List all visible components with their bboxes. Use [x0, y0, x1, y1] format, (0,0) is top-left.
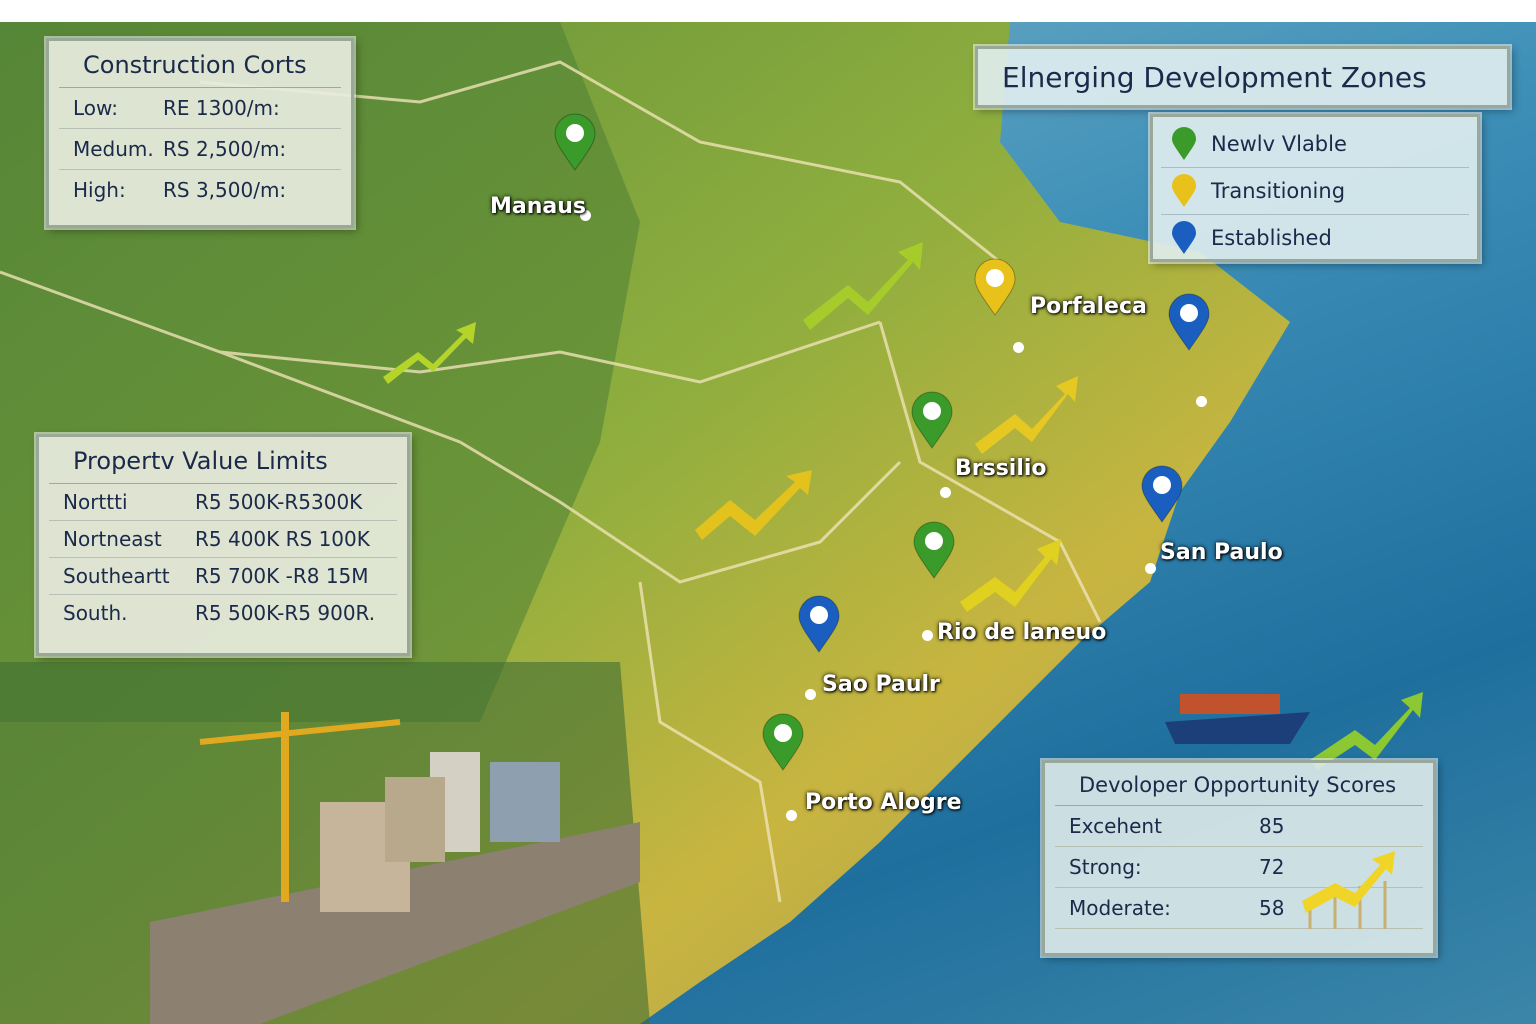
region-label: Southeartt — [63, 564, 170, 588]
map-scene: Construction Corts Low: RE 1300/m: Medum.… — [0, 22, 1536, 1024]
cost-label: Low: — [73, 96, 119, 120]
limit-row: South. R5 500K-R5 900R. — [49, 595, 397, 631]
legend-label: Transitioning — [1211, 179, 1346, 203]
city-dot — [786, 810, 797, 821]
established-pin-icon[interactable] — [1167, 292, 1211, 352]
score-value: 85 — [1259, 814, 1285, 838]
property-limits-panel: Propertv Value Limits Norttti R5 500K-R53… — [36, 434, 410, 656]
score-row: Strong: 72 — [1055, 847, 1423, 888]
panel-title: Devoloper Opportunity Scores — [1055, 763, 1423, 806]
established-pin-icon[interactable] — [1140, 464, 1184, 524]
map-title: Elnerging Development Zones — [1002, 61, 1427, 94]
green-pin-icon — [1172, 127, 1196, 160]
cargo-ship — [1165, 694, 1310, 744]
established-pin-icon[interactable] — [797, 594, 841, 654]
range-value: R5 700K -R8 15M — [195, 564, 369, 588]
cost-row: Medum. RS 2,500/m: — [59, 129, 341, 170]
growth-arrow-icon — [960, 539, 1061, 612]
city-label[interactable]: San Paulo — [1160, 540, 1283, 565]
cost-label: High: — [73, 178, 126, 202]
score-label: Strong: — [1069, 855, 1142, 879]
growth-arrow-icon — [975, 376, 1078, 454]
score-label: Excehent — [1069, 814, 1162, 838]
legend-label: Newlv Vlable — [1211, 132, 1347, 156]
city-label[interactable]: Manaus — [490, 194, 587, 219]
cost-row: High: RS 3,500/m: — [59, 170, 341, 210]
score-value: 58 — [1259, 896, 1285, 920]
cost-label: Medum. — [73, 137, 154, 161]
title-banner: Elnerging Development Zones — [975, 46, 1510, 108]
score-label: Moderate: — [1069, 896, 1171, 920]
state-borders — [0, 60, 1102, 903]
score-value: 72 — [1259, 855, 1285, 879]
city-label[interactable]: Sao Paulr — [822, 672, 940, 697]
cost-value: RS 2,500/m: — [163, 137, 287, 161]
legend-item-transitioning: Transitioning — [1161, 168, 1469, 215]
range-value: R5 500K-R5 900R. — [195, 601, 376, 625]
growth-arrow-icon — [383, 322, 476, 384]
limit-row: Southeartt R5 700K -R8 15M — [49, 558, 397, 595]
city-label[interactable]: Rio de laneuo — [937, 620, 1107, 645]
newly-viable-pin-icon[interactable] — [910, 390, 954, 450]
city-dot — [922, 630, 933, 641]
transitioning-pin-icon[interactable] — [973, 257, 1017, 317]
legend-label: Established — [1211, 226, 1332, 250]
growth-chart-icon — [1302, 851, 1395, 929]
city-label[interactable]: Porfaleca — [1030, 294, 1147, 319]
construction-costs-panel: Construction Corts Low: RE 1300/m: Medum.… — [46, 38, 354, 228]
city-dot — [1196, 396, 1207, 407]
city-label[interactable]: Brssilio — [955, 456, 1047, 481]
opportunity-scores-panel: Devoloper Opportunity Scores Excehent 85 … — [1042, 760, 1436, 956]
growth-arrow-icon — [695, 470, 812, 540]
construction-scene — [150, 712, 640, 1024]
cost-value: RE 1300/m: — [163, 96, 280, 120]
city-dot — [1013, 342, 1024, 353]
newly-viable-pin-icon[interactable] — [912, 520, 956, 580]
map-background — [0, 22, 1310, 1024]
range-value: R5 500K-R5300K — [195, 490, 363, 514]
yellow-pin-icon — [1172, 174, 1196, 207]
city-dot — [1145, 563, 1156, 574]
score-row: Moderate: 58 — [1055, 888, 1423, 929]
legend-item-newly-viable: Newlv Vlable — [1161, 121, 1469, 168]
city-dot — [805, 689, 816, 700]
cost-value: RS 3,500/m: — [163, 178, 287, 202]
city-label[interactable]: Porto Alogre — [805, 790, 962, 815]
growth-arrow-icon — [1310, 692, 1423, 770]
city-dot — [940, 487, 951, 498]
legend-panel: Newlv Vlable Transitioning Established — [1150, 114, 1480, 262]
region-label: Norttti — [63, 490, 128, 514]
region-label: South. — [63, 601, 128, 625]
newly-viable-pin-icon[interactable] — [761, 712, 805, 772]
blue-pin-icon — [1172, 221, 1196, 254]
limit-row: Norttti R5 500K-R5300K — [49, 484, 397, 521]
panel-title: Propertv Value Limits — [49, 437, 397, 484]
region-label: Nortneast — [63, 527, 162, 551]
newly-viable-pin-icon[interactable] — [553, 112, 597, 172]
range-value: R5 400K RS 100K — [195, 527, 370, 551]
panel-title: Construction Corts — [59, 41, 341, 88]
score-row: Excehent 85 — [1055, 806, 1423, 847]
cost-row: Low: RE 1300/m: — [59, 88, 341, 129]
limit-row: Nortneast R5 400K RS 100K — [49, 521, 397, 558]
city-dot — [580, 210, 591, 221]
legend-item-established: Established — [1161, 215, 1469, 261]
growth-arrow-icon — [803, 242, 923, 330]
